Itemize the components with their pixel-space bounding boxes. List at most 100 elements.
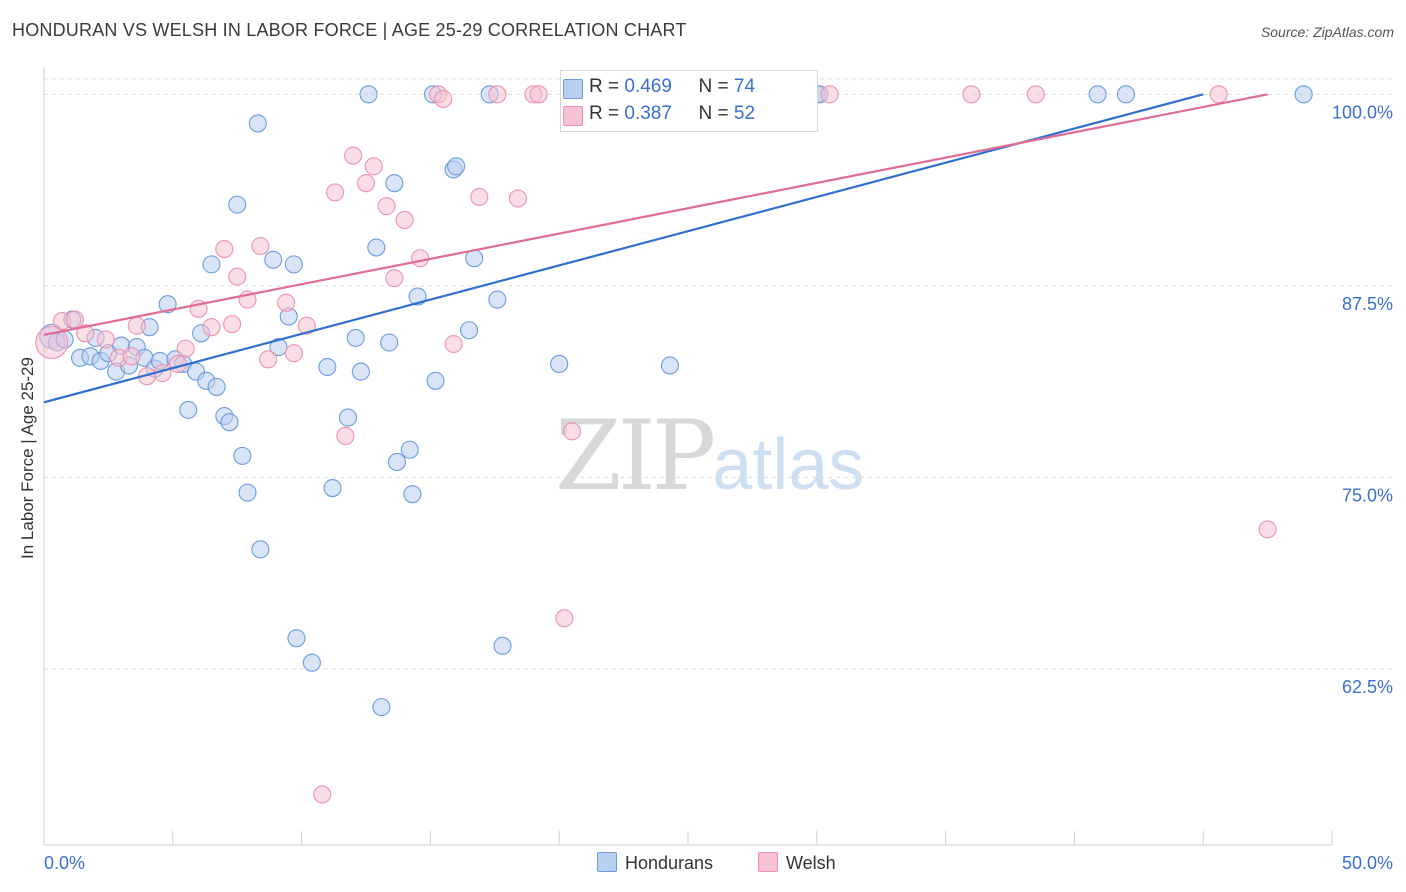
welsh-point [215,240,234,259]
welsh-point [336,426,355,446]
hondurans-point [264,250,283,269]
welsh-point [202,318,221,337]
y-tick-label: 87.5% [1342,294,1393,314]
watermark-zip: ZIP [555,400,716,512]
hondurans-point [359,85,378,104]
welsh-point [434,89,453,108]
welsh-point [444,334,463,354]
chart-title: HONDURAN VS WELSH IN LABOR FORCE | AGE 2… [12,20,687,40]
legend: R = 0.469 N = 74 R = 0.387 N = 52 [560,70,818,132]
welsh-point [284,344,303,363]
welsh-point [277,293,296,312]
bottom-legend-swatch-hondurans [597,852,617,872]
x-tick-label: 50.0% [1342,853,1393,873]
hondurans-point [284,255,303,274]
welsh-point [563,422,582,441]
legend-r-value: 0.469 [624,76,672,97]
welsh-point [529,85,548,104]
welsh-point [297,316,316,335]
hondurans-point [385,174,404,193]
welsh-point [222,315,242,334]
legend-row-welsh: R = 0.387 N = 52 [563,103,756,126]
hondurans-point [372,698,391,717]
welsh-point [228,267,247,286]
legend-swatch-welsh [563,106,583,126]
welsh-point [470,187,489,207]
welsh-point [251,236,270,256]
welsh-point [1026,85,1045,104]
welsh-point [377,197,396,216]
hondurans-point [238,483,257,502]
hondurans-point [367,238,386,257]
welsh-point [326,183,345,202]
hondurans-point [228,195,247,214]
hondurans-point [220,413,239,432]
hondurans-point [269,338,288,357]
hondurans-point [233,446,252,465]
welsh-point [96,330,115,349]
hondurans-point [488,290,507,309]
legend-n-value: 52 [733,103,756,124]
hondurans-point [302,653,321,672]
hondurans-point [202,255,221,274]
hondurans-point [403,485,422,504]
welsh-point [385,269,404,288]
source-label: Source: ZipAtlas.com [1260,24,1394,40]
welsh-point [411,249,430,268]
welsh-point [176,339,195,358]
hondurans-point [158,295,177,314]
watermark-atlas: atlas [712,425,865,505]
legend-row-hondurans: R = 0.469 N = 74 [563,76,756,99]
welsh-point [344,146,363,165]
legend-r-value: 0.387 [624,103,672,124]
hondurans-point [660,356,680,375]
legend-r-label: R = [589,76,620,97]
welsh-point [76,324,95,343]
hondurans-point [287,629,306,648]
hondurans-point [179,400,198,419]
hondurans-point [380,333,399,352]
welsh-point [555,609,574,628]
welsh-point [508,189,528,208]
hondurans-point [400,440,419,459]
legend-swatch-hondurans [563,79,583,99]
welsh-point [1258,520,1277,539]
bottom-legend-swatch-welsh [758,852,778,872]
y-tick-label: 75.0% [1342,485,1393,505]
hondurans-point [338,408,358,427]
welsh-point [488,85,507,104]
x-tick-label: 0.0% [44,853,85,873]
hondurans-point [1294,85,1313,104]
welsh-point [962,85,981,104]
welsh-point [1209,85,1228,104]
welsh-point [395,210,414,229]
hondurans-point [251,540,270,559]
watermark: ZIPatlas [555,400,864,512]
y-tick-label: 62.5% [1342,677,1393,697]
legend-n-label: N = [698,103,729,124]
welsh-point [356,174,376,193]
hondurans-point [550,354,569,374]
hondurans-point [248,114,267,133]
hondurans-point [1116,85,1135,104]
legend-n-value: 74 [733,76,756,97]
bottom-legend-label-welsh: Welsh [786,853,836,873]
hondurans-point [493,636,512,655]
hondurans-point [318,357,337,377]
welsh-trend-line [43,93,1268,336]
y-tick-label: 100.0% [1332,102,1393,122]
welsh-point [122,347,141,366]
hondurans-point [459,321,479,340]
hondurans-point [323,478,342,498]
hondurans-point [426,371,445,390]
hondurans-point [387,452,406,472]
welsh-point [127,316,146,335]
hondurans-point [346,328,365,347]
welsh-point [364,157,383,176]
welsh-point [820,85,839,104]
bottom-legend-hondurans: Hondurans [597,852,713,874]
legend-r-label: R = [589,103,620,124]
welsh-point [35,325,69,360]
hondurans-point [207,377,226,396]
